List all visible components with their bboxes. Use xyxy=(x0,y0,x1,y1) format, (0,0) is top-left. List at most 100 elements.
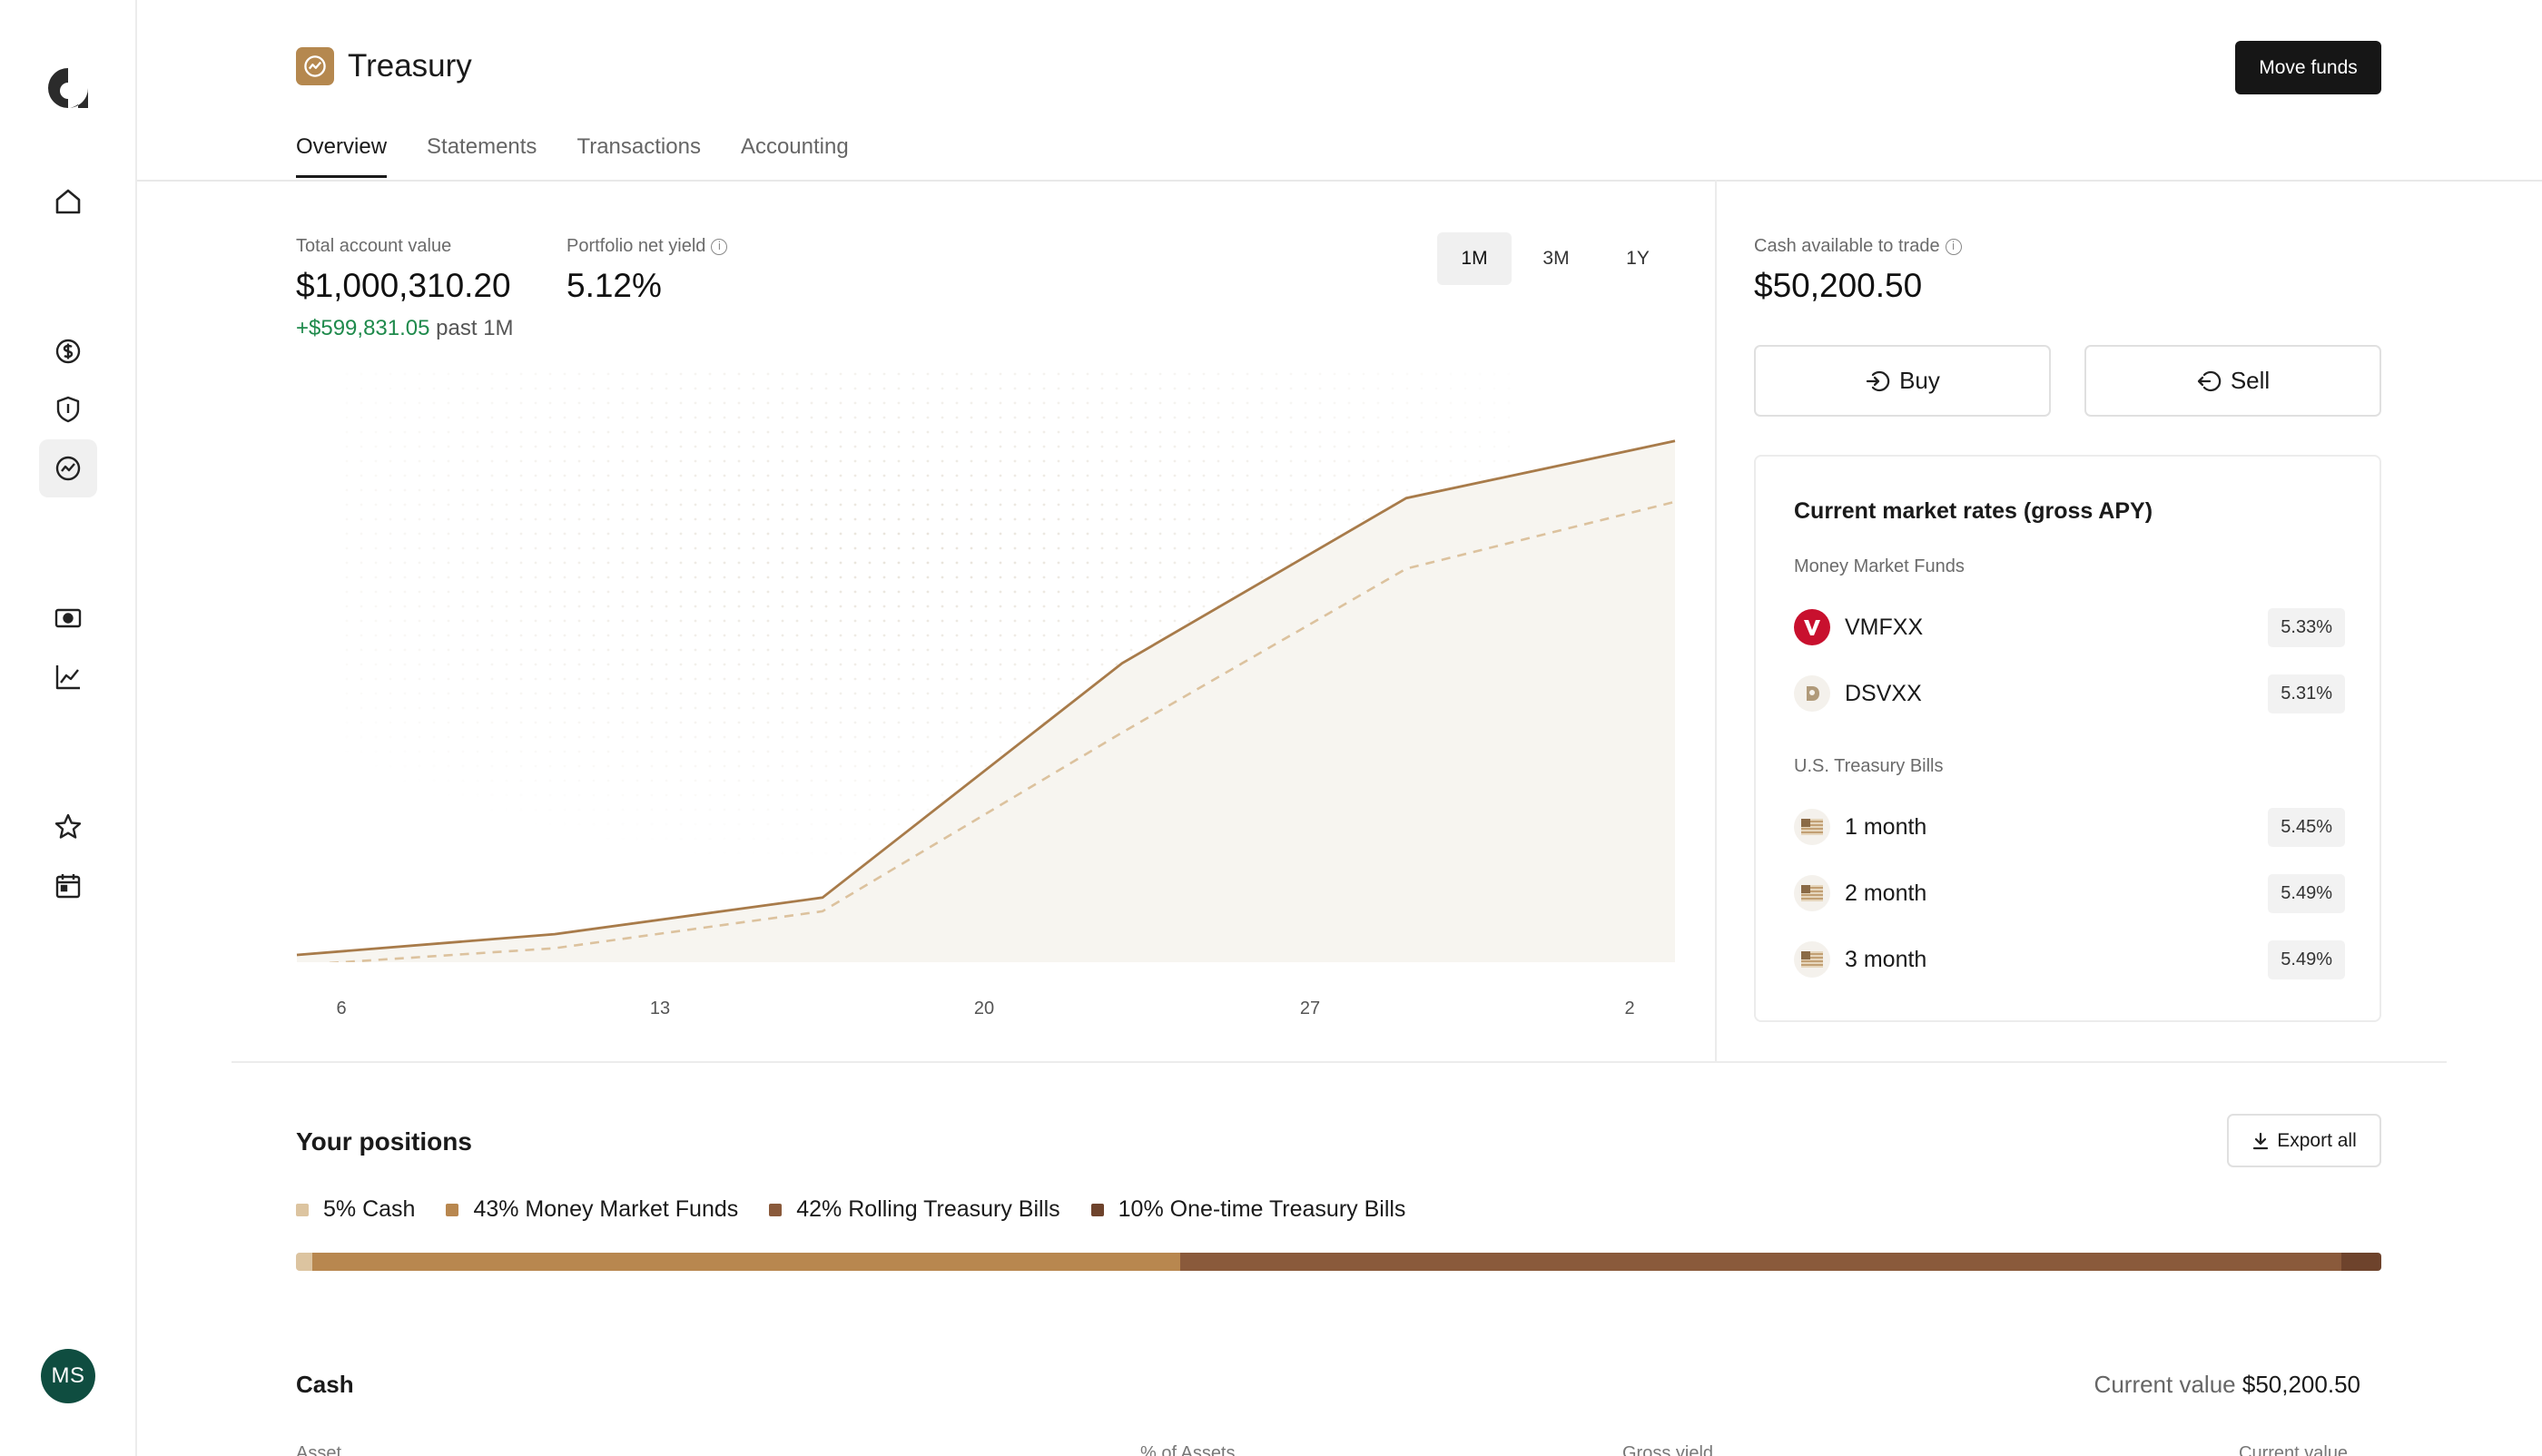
column-header-current-value[interactable]: Current value xyxy=(2239,1443,2349,1456)
sidebar-item-analytics[interactable] xyxy=(39,648,97,706)
sidebar: MS xyxy=(0,0,137,1456)
rate-row-dsvxx[interactable]: DSVXX 5.31% xyxy=(1794,673,2345,714)
mmf-group-label: Money Market Funds xyxy=(1794,556,1965,576)
rate-badge: 5.31% xyxy=(2268,674,2345,713)
line-chart-icon xyxy=(55,665,80,690)
market-rates-title: Current market rates (gross APY) xyxy=(1794,498,2153,524)
allocation-segment-rolling-tbills xyxy=(1179,1253,2342,1271)
star-icon xyxy=(54,813,82,839)
cash-current-value: Current value $50,200.50 xyxy=(2094,1371,2360,1399)
net-yield-value: 5.12% xyxy=(567,267,662,304)
rate-name: 3 month xyxy=(1845,946,1927,972)
account-value-chart xyxy=(296,372,1676,962)
value-change: +$599,831.05 past 1M xyxy=(296,316,514,341)
legend-item-cash: 5% Cash xyxy=(296,1196,415,1223)
rate-name: 1 month xyxy=(1845,813,1927,840)
column-header-gross-yield[interactable]: Gross yield xyxy=(1622,1443,1714,1456)
rate-row-3-month[interactable]: 3 month 5.49% xyxy=(1794,939,2345,980)
sidebar-item-cash[interactable] xyxy=(39,589,97,647)
legend-label: 10% One-time Treasury Bills xyxy=(1118,1196,1406,1222)
move-funds-button[interactable]: Move funds xyxy=(2235,41,2381,94)
positions-title: Your positions xyxy=(296,1127,472,1156)
sidebar-item-favorites[interactable] xyxy=(39,798,97,856)
tab-overview[interactable]: Overview xyxy=(296,134,388,178)
legend-label: 42% Rolling Treasury Bills xyxy=(796,1196,1060,1222)
legend-item-onetime-tbills: 10% One-time Treasury Bills xyxy=(1090,1196,1406,1223)
column-header-asset[interactable]: Asset xyxy=(296,1443,342,1456)
range-3m-button[interactable]: 3M xyxy=(1542,248,1570,269)
tab-accounting[interactable]: Accounting xyxy=(740,134,849,159)
legend-item-rolling-tbills: 42% Rolling Treasury Bills xyxy=(769,1196,1060,1223)
legend-label: 43% Money Market Funds xyxy=(473,1196,739,1222)
cash-available-label: Cash available to trade i xyxy=(1754,236,1962,257)
tab-divider xyxy=(137,180,2542,182)
market-rates-card: Current market rates (gross APY) Money M… xyxy=(1754,455,2381,1022)
allocation-bar xyxy=(296,1253,2381,1271)
tab-statements[interactable]: Statements xyxy=(427,134,537,159)
x-tick-label: 20 xyxy=(973,999,995,1018)
info-icon[interactable]: i xyxy=(1945,239,1962,255)
positions-legend: 5% Cash 43% Money Market Funds 42% Rolli… xyxy=(296,1196,1405,1223)
calendar-icon xyxy=(55,874,81,899)
trend-circle-icon xyxy=(55,456,81,481)
rate-row-1-month[interactable]: 1 month 5.45% xyxy=(1794,806,2345,848)
legend-swatch xyxy=(446,1203,459,1216)
rate-badge: 5.45% xyxy=(2268,807,2345,847)
chart-area-fill xyxy=(297,440,1675,962)
rate-row-2-month[interactable]: 2 month 5.49% xyxy=(1794,872,2345,914)
rate-name: DSVXX xyxy=(1845,680,1922,706)
banknote-icon xyxy=(54,608,82,628)
rate-badge: 5.49% xyxy=(2268,873,2345,913)
arrow-out-circle-icon xyxy=(2197,370,2222,391)
rate-name: VMFXX xyxy=(1845,614,1924,640)
cash-available-value: $50,200.50 xyxy=(1754,267,1923,304)
total-value-label: Total account value xyxy=(296,236,452,256)
cash-current-value-amount: $50,200.50 xyxy=(2241,1371,2360,1398)
sidebar-item-calendar[interactable] xyxy=(39,857,97,915)
sell-label: Sell xyxy=(2230,367,2271,394)
allocation-segment-cash xyxy=(296,1253,313,1271)
tab-bar: Overview Statements Transactions Account… xyxy=(296,134,849,178)
home-icon xyxy=(55,189,81,214)
us-flag-icon xyxy=(1794,875,1830,911)
info-icon[interactable]: i xyxy=(711,239,728,255)
cash-available-label-text: Cash available to trade xyxy=(1754,236,1940,256)
range-1m-button[interactable]: 1M xyxy=(1437,232,1512,285)
column-header-percent-assets[interactable]: % of Assets xyxy=(1140,1443,1236,1456)
sidebar-item-payments[interactable] xyxy=(39,322,97,380)
sell-button[interactable]: Sell xyxy=(2084,345,2381,417)
rate-row-vmfxx[interactable]: VMFXX 5.33% xyxy=(1794,606,2345,648)
section-divider xyxy=(232,1061,2447,1063)
allocation-segment-onetime-tbills xyxy=(2341,1253,2381,1271)
shield-icon xyxy=(56,396,80,423)
chart-series-line-solid xyxy=(296,439,1676,957)
us-flag-icon xyxy=(1794,809,1830,845)
sidebar-item-security[interactable] xyxy=(39,380,97,438)
allocation-segment-mmf xyxy=(312,1253,1180,1271)
cash-current-value-label: Current value xyxy=(2094,1371,2236,1398)
x-tick-label: 27 xyxy=(1299,999,1321,1018)
sidebar-item-treasury[interactable] xyxy=(39,439,97,497)
legend-swatch xyxy=(296,1203,309,1216)
value-change-amount: +$599,831.05 xyxy=(296,316,430,340)
legend-swatch xyxy=(769,1203,783,1216)
x-tick-label: 2 xyxy=(1624,999,1635,1018)
vanguard-logo xyxy=(1794,609,1830,645)
avatar[interactable]: MS xyxy=(41,1349,95,1403)
export-all-button[interactable]: Export all xyxy=(2227,1114,2381,1167)
brand-logo[interactable] xyxy=(45,65,91,111)
tbill-group-label: U.S. Treasury Bills xyxy=(1794,756,1944,776)
legend-label: 5% Cash xyxy=(323,1196,416,1222)
dollar-cycle-icon xyxy=(55,339,81,364)
buy-button[interactable]: Buy xyxy=(1754,345,2051,417)
cash-section-title: Cash xyxy=(296,1371,354,1398)
range-1y-button[interactable]: 1Y xyxy=(1626,248,1650,269)
rate-name: 2 month xyxy=(1845,880,1927,906)
legend-item-mmf: 43% Money Market Funds xyxy=(446,1196,738,1223)
panel-divider xyxy=(1715,180,1717,1062)
sidebar-item-home[interactable] xyxy=(39,172,97,231)
total-value: $1,000,310.20 xyxy=(296,267,511,304)
x-tick-label: 13 xyxy=(649,999,671,1018)
tab-transactions[interactable]: Transactions xyxy=(576,134,701,159)
export-all-label: Export all xyxy=(2277,1129,2357,1151)
